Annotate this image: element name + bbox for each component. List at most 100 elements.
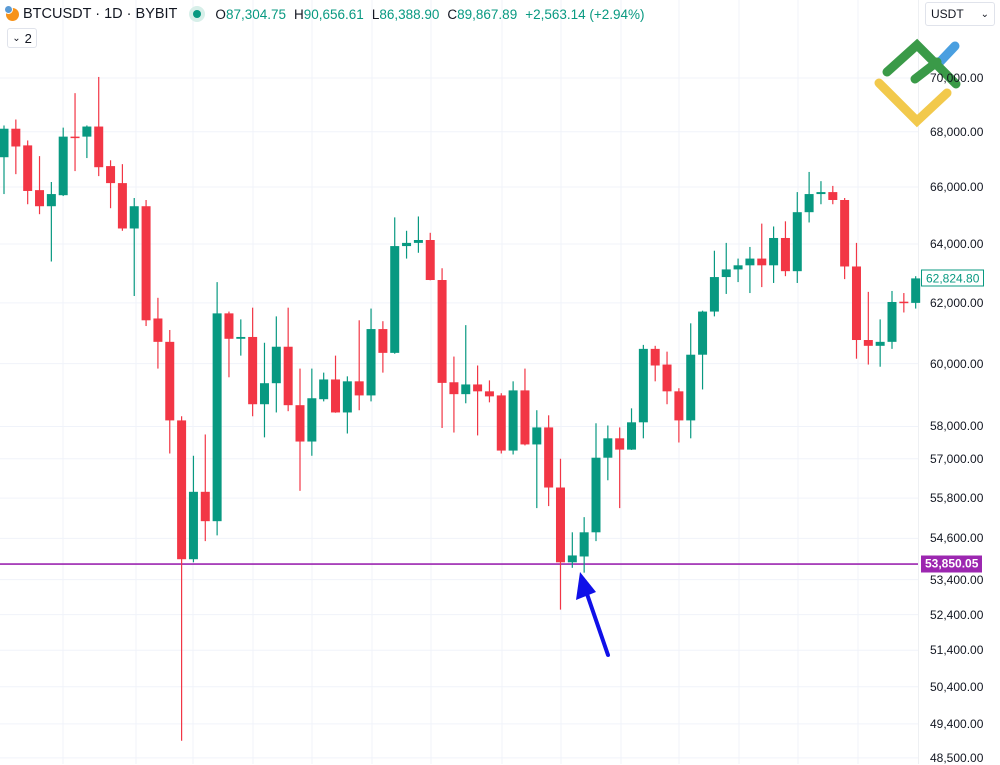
candles [0, 76, 921, 741]
candle[interactable] [413, 216, 423, 253]
candle-body [840, 199, 850, 267]
candle[interactable] [792, 192, 802, 283]
candle[interactable] [816, 181, 826, 205]
currency-select[interactable]: USDT ⌄ [925, 2, 995, 26]
candle[interactable] [106, 160, 116, 209]
candle-body [899, 301, 909, 304]
candle[interactable] [177, 416, 187, 741]
candle[interactable] [769, 226, 779, 283]
candle[interactable] [82, 125, 92, 159]
candle[interactable] [686, 323, 696, 439]
candle[interactable] [520, 368, 530, 446]
candle[interactable] [153, 297, 163, 369]
candle[interactable] [591, 423, 601, 542]
candle[interactable] [638, 344, 648, 439]
candle-body [627, 422, 637, 450]
candle[interactable] [425, 232, 435, 281]
candle[interactable] [863, 291, 873, 365]
candle[interactable] [165, 329, 175, 454]
candle[interactable] [366, 308, 376, 402]
candle-body [484, 391, 494, 397]
candle[interactable] [473, 365, 483, 436]
candle[interactable] [721, 242, 731, 294]
candle[interactable] [532, 410, 542, 509]
candle[interactable] [484, 380, 494, 403]
candle[interactable] [745, 246, 755, 294]
candle[interactable] [887, 290, 897, 349]
candle[interactable] [0, 125, 9, 195]
candle[interactable] [780, 221, 790, 277]
candle[interactable] [733, 258, 743, 283]
candle[interactable] [911, 276, 921, 309]
candle[interactable] [141, 199, 151, 327]
candle[interactable] [319, 372, 329, 402]
symbol-title[interactable]: BTCUSDT · 1D · BYBIT [23, 6, 178, 22]
candle[interactable] [709, 250, 719, 317]
logo-green-bar [910, 57, 942, 84]
candle[interactable] [248, 307, 258, 417]
candle[interactable] [875, 319, 885, 367]
candle[interactable] [828, 185, 838, 205]
arrow-annotation[interactable] [576, 572, 610, 657]
candle[interactable] [331, 355, 341, 413]
candle[interactable] [307, 368, 317, 456]
candle[interactable] [840, 198, 850, 280]
candle[interactable] [899, 293, 909, 313]
candle[interactable] [579, 517, 589, 573]
candle[interactable] [615, 427, 625, 509]
candle[interactable] [757, 223, 767, 288]
candle[interactable] [224, 311, 234, 378]
candle-body [271, 346, 281, 384]
candle[interactable] [508, 381, 518, 455]
candle[interactable] [437, 268, 447, 429]
candle-body [804, 194, 814, 213]
candle[interactable] [698, 310, 708, 390]
candle[interactable] [46, 181, 56, 262]
candle[interactable] [662, 351, 672, 405]
candle[interactable] [259, 342, 269, 438]
candle[interactable] [70, 93, 80, 172]
candle[interactable] [58, 127, 68, 197]
candle[interactable] [804, 171, 814, 223]
candle-body [437, 280, 447, 383]
candle[interactable] [236, 319, 246, 356]
candle[interactable] [603, 425, 613, 481]
candle[interactable] [354, 320, 364, 411]
candle[interactable] [200, 434, 210, 542]
candle[interactable] [851, 242, 861, 359]
candle[interactable] [283, 307, 293, 412]
candle[interactable] [117, 164, 127, 231]
candle[interactable] [378, 321, 388, 373]
candle[interactable] [35, 156, 45, 215]
candle-body [307, 398, 317, 442]
market-status-icon[interactable] [193, 10, 202, 18]
candle[interactable] [271, 316, 281, 413]
candle[interactable] [11, 119, 21, 175]
symbol-legend[interactable]: BTCUSDT · 1D · BYBIT O87,304.75 H90,656.… [4, 3, 645, 25]
candle-body [733, 265, 743, 270]
candle[interactable] [390, 217, 400, 354]
candle[interactable] [461, 325, 471, 404]
candle[interactable] [555, 458, 565, 610]
candle-body [615, 438, 625, 450]
candle[interactable] [627, 408, 637, 450]
candle[interactable] [94, 76, 104, 177]
candle[interactable] [23, 140, 33, 205]
y-tick-label: 68,000.00 [930, 124, 984, 139]
candle-body [473, 384, 483, 392]
candle[interactable] [567, 532, 577, 568]
candle[interactable] [544, 415, 554, 507]
candle[interactable] [496, 393, 506, 454]
candle[interactable] [650, 345, 660, 382]
candle[interactable] [402, 230, 412, 259]
candle[interactable] [449, 356, 459, 433]
candle-body [58, 136, 68, 196]
candle[interactable] [212, 282, 222, 536]
candle[interactable] [129, 198, 139, 297]
candle[interactable] [295, 368, 305, 491]
candle[interactable] [674, 388, 684, 443]
candle[interactable] [342, 376, 352, 434]
legend-toggle-button[interactable]: ⌄ 2 [7, 28, 37, 48]
candle[interactable] [188, 455, 198, 563]
